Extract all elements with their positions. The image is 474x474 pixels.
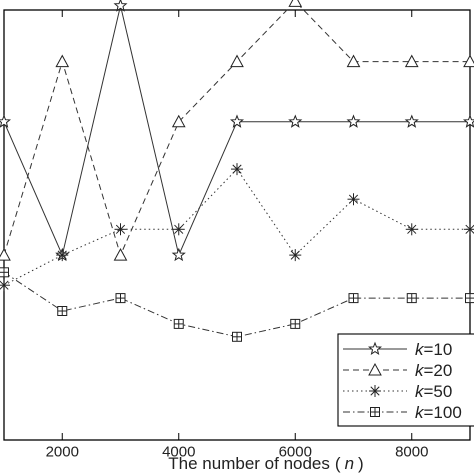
marker-boxplus (115, 293, 126, 304)
marker-boxplus (370, 407, 380, 417)
marker-star (113, 0, 128, 12)
marker-triangle (230, 54, 244, 68)
x-tick-label: 8000 (395, 443, 428, 460)
marker-star (346, 114, 361, 128)
marker-triangle (171, 114, 186, 128)
marker-star (0, 114, 11, 128)
marker-triangle (463, 54, 474, 68)
legend: k=10 k=20 k=50 k=100 (337, 333, 474, 427)
marker-asterisk (405, 223, 418, 236)
legend-label: k=100 (415, 403, 462, 422)
marker-asterisk (0, 279, 10, 292)
marker-triangle (346, 54, 361, 68)
x-tick-label: 2000 (46, 443, 79, 460)
series-line (3, 0, 470, 257)
marker-asterisk (464, 223, 474, 236)
marker-star (171, 247, 186, 262)
x-axis-label-paren-close: ) (358, 454, 364, 473)
marker-boxplus (57, 306, 68, 316)
x-axis-label: The number of nodes (n) (168, 454, 363, 473)
marker-boxplus (0, 267, 9, 278)
x-axis-label-text: The number of nodes (168, 454, 330, 473)
marker-boxplus (290, 318, 301, 329)
x-axis-label-paren-open: ( (335, 454, 341, 473)
marker-asterisk (347, 193, 360, 206)
marker-boxplus (348, 293, 359, 304)
marker-boxplus (406, 293, 417, 304)
marker-asterisk (114, 223, 127, 236)
marker-asterisk (56, 249, 69, 262)
marker-boxplus (465, 293, 474, 304)
marker-triangle (113, 248, 128, 261)
marker-asterisk (172, 223, 185, 236)
marker-asterisk (289, 249, 302, 262)
marker-triangle (288, 0, 303, 7)
marker-star (288, 114, 303, 128)
marker-star (404, 114, 419, 128)
x-tick-label: 6000 (279, 443, 312, 460)
legend-label: k=20 (415, 361, 452, 380)
series-line (3, 168, 470, 286)
marker-asterisk (369, 385, 381, 397)
marker-star (230, 114, 244, 128)
marker-star (463, 114, 474, 128)
marker-asterisk (231, 163, 243, 176)
x-axis-ticks: 2000 4000 6000 8000 (46, 10, 428, 460)
series-markers (0, 0, 474, 342)
marker-boxplus (232, 331, 242, 342)
marker-boxplus (173, 318, 184, 329)
marker-triangle (404, 54, 419, 68)
series-line (3, 5, 470, 257)
marker-triangle (55, 54, 70, 68)
marker-star (368, 341, 382, 356)
legend-label: k=10 (415, 340, 452, 359)
series-line (3, 271, 470, 338)
legend-label: k=50 (415, 382, 452, 401)
marker-triangle (368, 362, 382, 376)
marker-triangle (0, 248, 11, 261)
x-tick-label: 4000 (162, 443, 195, 460)
x-axis-label-variable: n (345, 454, 354, 473)
